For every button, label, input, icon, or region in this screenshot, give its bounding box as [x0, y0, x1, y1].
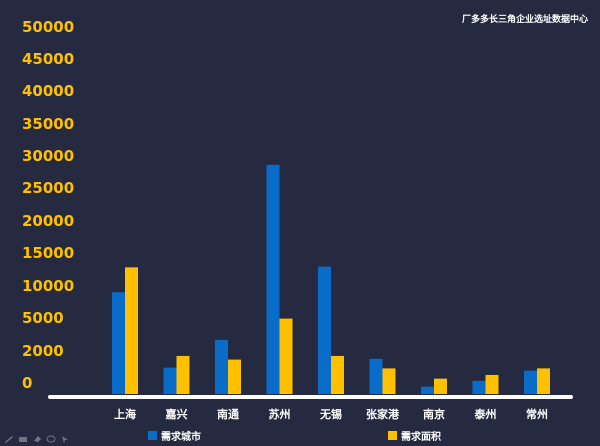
bar-series-2: [331, 355, 344, 394]
source-label: 厂多多长三角企业选址数据中心: [461, 15, 588, 25]
x-tick-label: 南京: [423, 407, 445, 421]
x-tick-label: 张家港: [366, 407, 400, 421]
bar-series-2: [537, 368, 550, 394]
legend-item-series-1: 需求城市: [148, 428, 201, 443]
bar-series-2: [176, 355, 190, 394]
x-tick-label: 常州: [526, 407, 548, 421]
legend-label-series-2: 需求面积: [401, 432, 441, 443]
y-tick-label: 45000: [22, 50, 74, 68]
x-tick-label: 苏州: [269, 407, 291, 421]
y-tick-label: 5000: [22, 309, 64, 327]
annotation-toolbar: [4, 435, 70, 443]
y-tick-label: 50000: [22, 18, 74, 36]
y-tick-label: 25000: [22, 179, 74, 197]
bar-series-2: [228, 359, 241, 394]
x-tick-label: 嘉兴: [165, 407, 188, 421]
pen-icon[interactable]: [4, 435, 14, 443]
legend: 需求城市 需求面积: [0, 428, 600, 443]
y-tick-label: 15000: [22, 244, 74, 262]
bar-series-1: [421, 386, 434, 394]
bar-series-1: [472, 380, 486, 394]
bar-series-2: [382, 368, 396, 394]
bar-series-1: [369, 358, 383, 394]
legend-swatch-series-2: [388, 431, 397, 440]
y-tick-label: 2000: [22, 342, 64, 360]
bar-series-2: [434, 378, 447, 394]
x-tick-label: 南通: [217, 407, 239, 421]
bar-series-1: [266, 164, 280, 394]
y-tick-label: 30000: [22, 147, 74, 165]
eraser-icon[interactable]: [32, 435, 42, 443]
y-tick-label: 0: [22, 374, 32, 392]
legend-swatch-series-1: [148, 431, 157, 440]
bar-series-1: [215, 339, 228, 394]
y-tick-label: 40000: [22, 82, 74, 100]
bar-series-2: [279, 318, 293, 394]
y-tick-label: 35000: [22, 115, 74, 133]
x-tick-label: 泰州: [474, 407, 497, 421]
legend-item-series-2: 需求面积: [388, 428, 441, 443]
bar-series-1: [318, 266, 331, 394]
legend-label-series-1: 需求城市: [161, 432, 201, 443]
x-tick-label: 无锡: [319, 407, 342, 421]
bar-series-1: [163, 367, 177, 394]
bar-series-2: [485, 374, 499, 394]
y-tick-label: 10000: [22, 277, 74, 295]
lasso-icon[interactable]: [46, 435, 56, 443]
bar-series-1: [112, 292, 125, 394]
pointer-icon[interactable]: [60, 435, 70, 443]
bar-series-1: [524, 370, 537, 394]
bar-series-2: [125, 267, 138, 394]
y-tick-label: 20000: [22, 212, 74, 230]
x-tick-label: 上海: [114, 407, 136, 421]
highlighter-icon[interactable]: [18, 435, 28, 443]
